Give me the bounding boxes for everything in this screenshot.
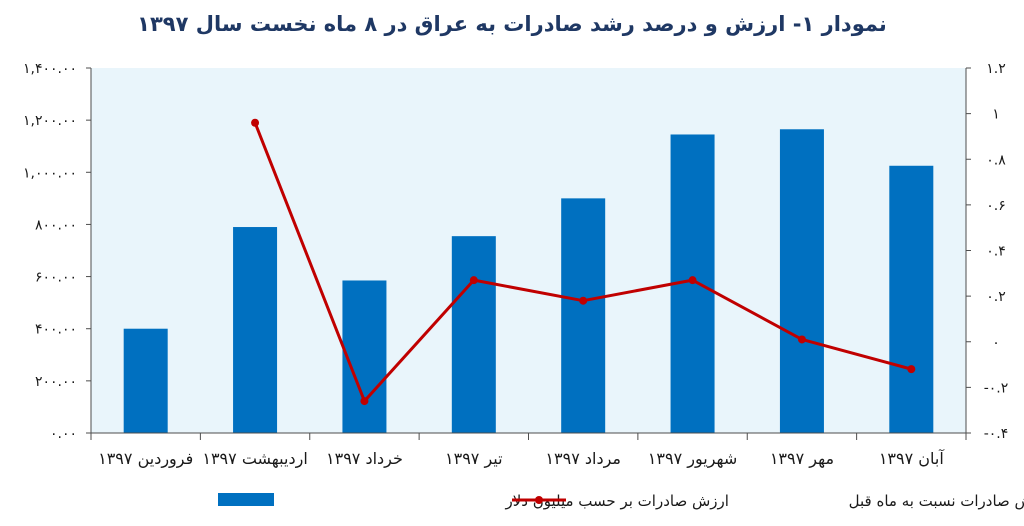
right-tick-label: ۱ bbox=[992, 107, 1000, 123]
right-tick-label: -۰.۲ bbox=[984, 380, 1009, 396]
line-point bbox=[579, 296, 588, 305]
left-tick-label: ۱,۲۰۰.۰۰ bbox=[23, 113, 77, 129]
x-tick-label: مرداد ۱۳۹۷ bbox=[545, 449, 621, 469]
legend-bar-swatch bbox=[218, 493, 274, 506]
bar-4 bbox=[451, 236, 496, 433]
line-point bbox=[688, 276, 697, 285]
legend-line-label: درصد رشد ارزش صادرات نسبت به ماه قبل bbox=[849, 492, 1024, 510]
x-tick-label: تیر ۱۳۹۷ bbox=[445, 449, 503, 469]
left-tick-label: ۱,۴۰۰.۰۰ bbox=[23, 61, 77, 77]
left-tick-label: ۴۰۰.۰۰ bbox=[35, 322, 77, 338]
left-tick-label: ۰.۰۰ bbox=[50, 426, 77, 442]
right-tick-label: ۰.۴ bbox=[986, 244, 1006, 260]
right-tick-label: ۰.۲ bbox=[986, 289, 1006, 305]
bar-1 bbox=[123, 328, 168, 433]
line-point bbox=[907, 365, 916, 374]
line-point bbox=[797, 335, 806, 344]
legend: ارزش صادرات بر حسب میلیون دلار درصد رشد … bbox=[218, 492, 1024, 510]
x-tick-label: فروردین ۱۳۹۷ bbox=[98, 449, 193, 469]
left-axis-ticks: ۰.۰۰ ۲۰۰.۰۰ ۴۰۰.۰۰ ۶۰۰.۰۰ ۸۰۰.۰۰ ۱,۰۰۰.۰۰ ۱,۲۰… bbox=[23, 61, 91, 442]
x-tick-label: مهر ۱۳۹۷ bbox=[770, 449, 834, 469]
right-tick-label: ۰ bbox=[992, 335, 1000, 351]
line-series bbox=[251, 118, 916, 406]
left-tick-label: ۶۰۰.۰۰ bbox=[35, 270, 77, 286]
right-axis-ticks: -۰.۴ -۰.۲ ۰ ۰.۲ ۰.۴ ۰.۶ ۰.۸ ۱ ۱.۲ bbox=[966, 61, 1008, 442]
bar-series bbox=[123, 129, 934, 433]
plot-area bbox=[91, 68, 966, 433]
x-tick-label: شهریور ۱۳۹۷ bbox=[648, 449, 738, 469]
chart-title: نمودار ۱- ارزش و درصد رشد صادرات به عراق… bbox=[137, 12, 887, 36]
line-point bbox=[251, 118, 260, 127]
bar-2 bbox=[233, 227, 278, 433]
bar-3 bbox=[342, 280, 387, 433]
x-tick-label: آبان ۱۳۹۷ bbox=[879, 449, 946, 468]
x-tick-label: خرداد ۱۳۹۷ bbox=[326, 449, 403, 469]
right-tick-label: -۰.۴ bbox=[984, 426, 1009, 442]
bar-5 bbox=[561, 198, 606, 433]
legend-line-marker bbox=[535, 496, 543, 504]
right-tick-label: ۰.۸ bbox=[986, 152, 1006, 168]
legend-bar-label: ارزش صادرات بر حسب میلیون دلار bbox=[504, 492, 728, 510]
left-tick-label: ۲۰۰.۰۰ bbox=[35, 374, 77, 390]
x-tick-label: اردیبهشت ۱۳۹۷ bbox=[202, 449, 307, 469]
line-point bbox=[360, 397, 369, 406]
bar-8 bbox=[889, 165, 934, 433]
x-axis-ticks: فروردین ۱۳۹۷ اردیبهشت ۱۳۹۷ خرداد ۱۳۹۷ تیر ۱… bbox=[98, 449, 945, 469]
axes bbox=[90, 68, 967, 440]
left-tick-label: ۱,۰۰۰.۰۰ bbox=[23, 165, 77, 181]
right-tick-label: ۱.۲ bbox=[986, 61, 1006, 77]
bar-7 bbox=[779, 129, 824, 433]
left-tick-label: ۸۰۰.۰۰ bbox=[35, 217, 77, 233]
right-tick-label: ۰.۶ bbox=[986, 198, 1006, 214]
line-point bbox=[469, 276, 478, 285]
